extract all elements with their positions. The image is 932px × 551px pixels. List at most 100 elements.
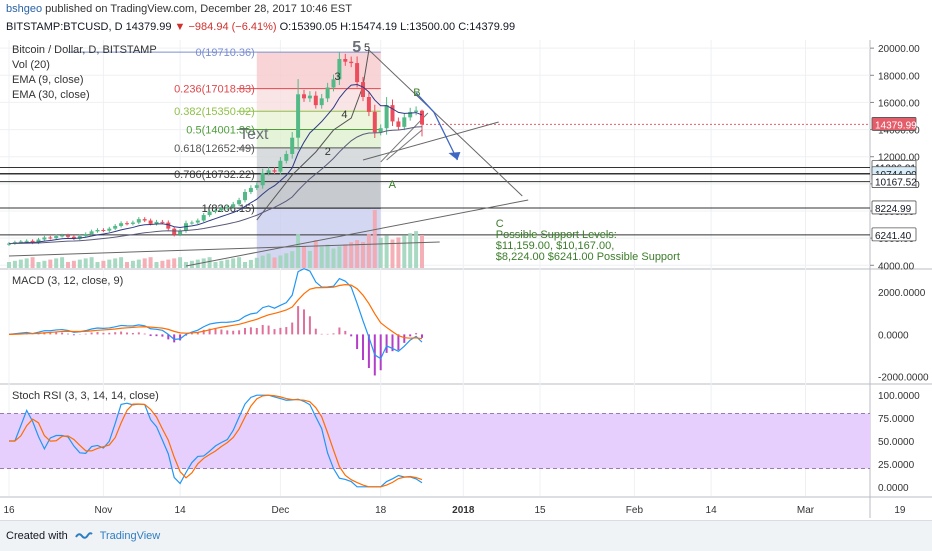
candle-body xyxy=(107,229,111,231)
candle-body xyxy=(320,98,324,105)
volume-bar xyxy=(48,260,52,268)
symbol-name[interactable]: BITSTAMP:BTCUSD, D xyxy=(6,21,123,33)
macd-histogram-bar xyxy=(108,333,110,335)
macd-histogram-bar xyxy=(226,330,228,334)
volume-bar xyxy=(231,258,235,268)
volume-bar xyxy=(337,246,341,268)
candle-body xyxy=(373,112,377,132)
macd-histogram-bar xyxy=(232,331,234,335)
volume-bar xyxy=(25,258,29,268)
macd-histogram-bar xyxy=(161,334,163,336)
candle-body xyxy=(131,223,135,224)
macd-histogram-bar xyxy=(403,334,405,342)
candle-body xyxy=(196,221,200,223)
projection-arrowhead xyxy=(449,152,461,160)
wave-label-5b: 5 xyxy=(364,42,370,54)
volume-bar xyxy=(343,244,347,268)
price-tag-label: 10167.52 xyxy=(875,178,917,189)
volume-bar xyxy=(320,247,324,268)
macd-histogram-bar xyxy=(114,332,116,334)
legend-title: Bitcoin / Dollar, D, BITSTAMP xyxy=(12,44,157,56)
candle-body xyxy=(101,230,105,231)
fib-level-label: 0(19710.36) xyxy=(195,47,254,59)
time-axis-label: 18 xyxy=(375,505,387,516)
author-link[interactable]: bshgeo xyxy=(6,3,42,15)
stoch-tick-label: 75.0000 xyxy=(878,414,915,425)
volume-bar xyxy=(160,261,164,268)
time-axis-label: 15 xyxy=(534,505,546,516)
macd-histogram-bar xyxy=(303,309,305,334)
macd-histogram-bar xyxy=(102,333,104,335)
macd-histogram-bar xyxy=(55,332,57,334)
candle-body xyxy=(249,188,253,192)
volume-bar xyxy=(19,260,23,268)
price-tick-label: 20000.00 xyxy=(878,44,920,55)
volume-bar xyxy=(60,257,64,268)
macd-histogram-bar xyxy=(138,332,140,334)
time-axis-label: Feb xyxy=(626,505,644,516)
candle-body xyxy=(54,236,58,238)
wave-label-b: B xyxy=(413,87,420,99)
candle-body xyxy=(367,97,371,112)
candle-body xyxy=(113,226,117,229)
macd-histogram-bar xyxy=(144,334,146,335)
macd-histogram-bar xyxy=(85,334,87,335)
volume-bar xyxy=(166,260,170,268)
fib-zone xyxy=(257,111,381,129)
volume-bar xyxy=(214,262,218,268)
volume-bar xyxy=(314,240,318,268)
volume-bar xyxy=(219,261,223,268)
volume-bar xyxy=(119,257,123,268)
volume-bar xyxy=(7,262,11,268)
volume-bar xyxy=(172,258,176,268)
macd-histogram-bar xyxy=(415,333,417,334)
macd-histogram-bar xyxy=(215,329,217,334)
volume-bar xyxy=(284,253,288,268)
tradingview-brand[interactable]: TradingView xyxy=(100,530,161,542)
candle-body xyxy=(402,117,406,127)
volume-bar xyxy=(178,257,182,268)
fib-level-label: 0.786(10732.22) xyxy=(174,169,255,181)
price-tick-label: 4000.00 xyxy=(878,261,915,272)
price-tag-label: 14379.99 xyxy=(875,120,917,131)
macd-histogram-bar xyxy=(315,329,317,335)
candle-body xyxy=(48,237,52,238)
created-with-text: Created with xyxy=(6,530,68,542)
candle-body xyxy=(343,59,347,62)
macd-histogram-bar xyxy=(220,329,222,334)
macd-histogram-bar xyxy=(73,334,75,335)
volume-bar xyxy=(290,251,294,268)
candle-body xyxy=(290,138,294,154)
volume-bar xyxy=(267,254,271,268)
macd-histogram-bar xyxy=(285,327,287,334)
stoch-tick-label: 25.0000 xyxy=(878,460,915,471)
fib-level-label: 0.618(12652.49) xyxy=(174,143,255,155)
volume-bar xyxy=(31,257,35,268)
candle-body xyxy=(361,82,365,97)
time-axis-label: 14 xyxy=(175,505,187,516)
macd-tick-label: 2000.0000 xyxy=(878,288,926,299)
macd-histogram-bar xyxy=(362,334,364,360)
macd-histogram-bar xyxy=(356,334,358,349)
fib-level-label: 0.382(15350.02) xyxy=(174,106,255,118)
candle-body xyxy=(273,170,277,171)
volume-bar xyxy=(373,210,377,268)
footer-bar: Created with TradingView xyxy=(0,520,932,551)
candle-body xyxy=(60,235,64,236)
published-text: published on TradingView.com, December 2… xyxy=(45,3,352,15)
macd-histogram-bar xyxy=(262,325,264,334)
candle-body xyxy=(96,230,100,231)
wave-label-2: 2 xyxy=(325,146,331,158)
chart-area[interactable]: 0(19710.36)0.236(17018.83)0.382(15350.02… xyxy=(0,40,932,520)
tradingview-logo-icon xyxy=(75,531,93,542)
time-axis-label: 19 xyxy=(894,505,906,516)
volume-bar xyxy=(101,261,105,268)
wave-label-5: 5 xyxy=(352,40,361,56)
volume-bar xyxy=(107,260,111,268)
chart-svg[interactable]: 0(19710.36)0.236(17018.83)0.382(15350.02… xyxy=(0,40,932,520)
macd-histogram-bar xyxy=(421,334,423,337)
legend-ema9: EMA (9, close) xyxy=(12,74,84,86)
macd-histogram-bar xyxy=(191,333,193,334)
macd-histogram-bar xyxy=(250,327,252,334)
volume-bar xyxy=(84,258,88,268)
